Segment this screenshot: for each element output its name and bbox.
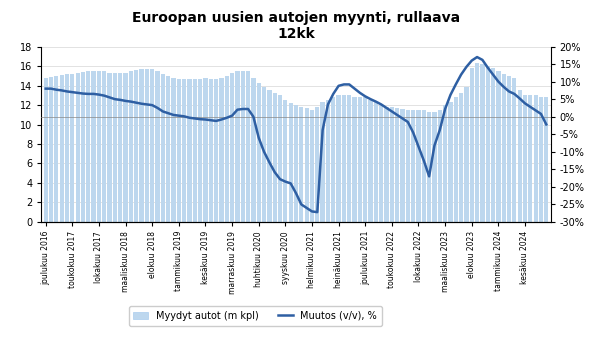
Bar [432,112,436,222]
Bar [480,64,484,222]
Bar [422,110,426,222]
Bar [299,107,304,222]
Title: Euroopan uusien autojen myynti, rullaava
12kk: Euroopan uusien autojen myynti, rullaava… [132,11,460,41]
Bar [331,97,336,222]
Bar [187,79,192,222]
Bar [406,110,410,222]
Bar [411,110,416,222]
Bar [208,79,213,222]
Bar [65,74,69,222]
Bar [374,102,378,222]
Bar [129,71,133,222]
Bar [246,71,250,222]
Bar [469,68,474,222]
Bar [539,97,543,222]
Bar [416,110,421,222]
Bar [54,76,59,222]
Bar [198,79,202,222]
Bar [214,79,218,222]
Bar [108,73,112,222]
Bar [384,107,389,222]
Bar [49,77,53,222]
Bar [161,74,165,222]
Bar [145,69,149,222]
Bar [166,76,170,222]
Bar [113,73,117,222]
Bar [288,103,293,222]
Bar [320,102,325,222]
Bar [118,73,123,222]
Bar [203,78,208,222]
Bar [533,95,538,222]
Bar [448,102,452,222]
Bar [304,108,309,222]
Bar [134,70,139,222]
Bar [395,108,400,222]
Bar [315,107,320,222]
Bar [262,87,266,222]
Bar [60,75,64,222]
Bar [192,79,197,222]
Bar [427,112,431,222]
Bar [267,90,272,222]
Bar [272,93,277,222]
Bar [523,95,527,222]
Bar [544,97,548,222]
Bar [512,78,516,222]
Bar [278,95,282,222]
Bar [86,71,91,222]
Bar [81,72,85,222]
Bar [156,71,160,222]
Bar [390,107,394,222]
Bar [283,100,288,222]
Bar [97,71,101,222]
Bar [475,63,479,222]
Bar [496,71,500,222]
Bar [485,66,490,222]
Bar [443,105,447,222]
Bar [342,95,346,222]
Bar [347,95,352,222]
Bar [70,74,75,222]
Legend: Myydyt autot (m kpl), Muutos (v/v), %: Myydyt autot (m kpl), Muutos (v/v), % [128,306,382,326]
Bar [230,73,234,222]
Bar [368,100,373,222]
Bar [102,71,107,222]
Bar [150,69,155,222]
Bar [294,105,298,222]
Bar [176,79,181,222]
Bar [240,71,245,222]
Bar [336,95,341,222]
Bar [437,110,442,222]
Bar [256,83,261,222]
Bar [224,76,229,222]
Bar [400,109,405,222]
Bar [358,97,362,222]
Bar [219,78,224,222]
Bar [501,74,506,222]
Bar [459,93,463,222]
Bar [76,73,80,222]
Bar [44,78,48,222]
Bar [171,78,176,222]
Bar [235,71,240,222]
Bar [507,76,511,222]
Bar [363,97,368,222]
Bar [352,97,357,222]
Bar [92,71,96,222]
Bar [491,68,495,222]
Bar [528,95,532,222]
Bar [124,73,128,222]
Bar [182,79,186,222]
Bar [379,105,384,222]
Bar [251,78,256,222]
Bar [464,87,468,222]
Bar [326,100,330,222]
Bar [310,110,314,222]
Bar [517,90,522,222]
Bar [453,97,458,222]
Bar [140,69,144,222]
